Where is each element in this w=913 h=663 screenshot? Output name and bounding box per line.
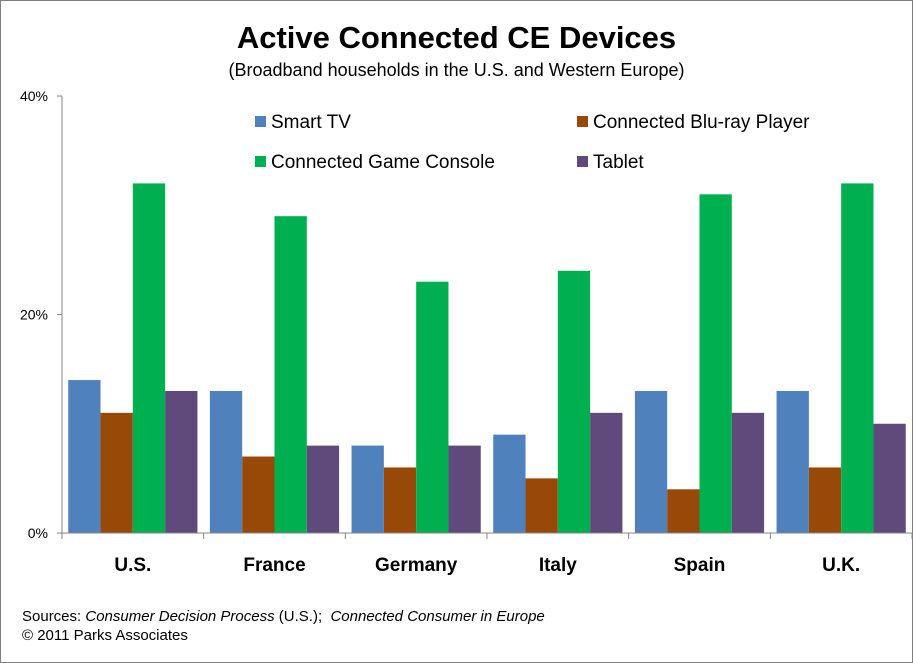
bar-connected-blu-ray-player-italy bbox=[525, 478, 558, 533]
bar-connected-game-console-italy bbox=[557, 270, 591, 533]
legend-swatch bbox=[255, 116, 266, 127]
copyright-note: © 2011 Parks Associates bbox=[22, 627, 188, 644]
sources-europe-title: Connected Consumer in Europe bbox=[330, 608, 545, 625]
legend-swatch bbox=[577, 116, 588, 127]
bar-connected-game-console-spain bbox=[699, 194, 732, 533]
chart-subtitle: (Broadband households in the U.S. and We… bbox=[228, 60, 685, 80]
bar-tablet-u-k- bbox=[873, 423, 906, 533]
bar-connected-game-console-u-k- bbox=[841, 183, 874, 533]
bar-smart-tv-france bbox=[209, 390, 243, 533]
bar-connected-blu-ray-player-france bbox=[242, 456, 275, 533]
legend-label: Connected Game Console bbox=[271, 152, 495, 173]
legend-label: Smart TV bbox=[271, 112, 351, 133]
bar-smart-tv-spain bbox=[634, 390, 668, 533]
legend-label: Connected Blu-ray Player bbox=[593, 112, 810, 133]
x-tick-label: U.K. bbox=[822, 555, 860, 576]
legend-swatch bbox=[255, 156, 266, 167]
x-tick-label: Italy bbox=[539, 555, 577, 576]
bar-smart-tv-u-k- bbox=[776, 390, 809, 533]
legend-swatch bbox=[577, 156, 588, 167]
bar-connected-blu-ray-player-u-s- bbox=[100, 412, 133, 533]
sources-note: Sources: Consumer Decision Process (U.S.… bbox=[22, 608, 545, 625]
bar-tablet-u-s- bbox=[165, 390, 198, 533]
sources-us-title: Consumer Decision Process bbox=[85, 608, 275, 625]
bar-connected-blu-ray-player-u-k- bbox=[808, 467, 842, 533]
x-tick-label: U.S. bbox=[114, 555, 151, 576]
bar-tablet-italy bbox=[590, 412, 623, 533]
bar-connected-game-console-france bbox=[274, 216, 307, 534]
sources-prefix: Sources: bbox=[22, 608, 86, 625]
x-tick-label: Spain bbox=[674, 555, 726, 576]
bar-connected-blu-ray-player-germany bbox=[383, 467, 417, 533]
bar-connected-blu-ray-player-spain bbox=[667, 489, 700, 533]
bar-connected-game-console-u-s- bbox=[132, 183, 166, 533]
y-tick-label: 0% bbox=[28, 525, 48, 541]
bar-tablet-spain bbox=[731, 412, 765, 533]
x-tick-label: Germany bbox=[375, 555, 458, 576]
bar-tablet-france bbox=[306, 445, 340, 533]
x-tick-label: France bbox=[243, 555, 305, 576]
bar-tablet-germany bbox=[448, 445, 481, 533]
y-tick-label: 20% bbox=[20, 307, 48, 323]
bar-smart-tv-u-s- bbox=[68, 380, 101, 533]
sources-mid: (U.S.); bbox=[274, 608, 331, 625]
bar-smart-tv-italy bbox=[493, 434, 526, 533]
bar-connected-game-console-germany bbox=[416, 281, 449, 533]
y-tick-label: 40% bbox=[20, 88, 48, 104]
chart-title: Active Connected CE Devices bbox=[236, 20, 677, 55]
legend-label: Tablet bbox=[593, 152, 644, 173]
bar-smart-tv-germany bbox=[351, 445, 384, 533]
